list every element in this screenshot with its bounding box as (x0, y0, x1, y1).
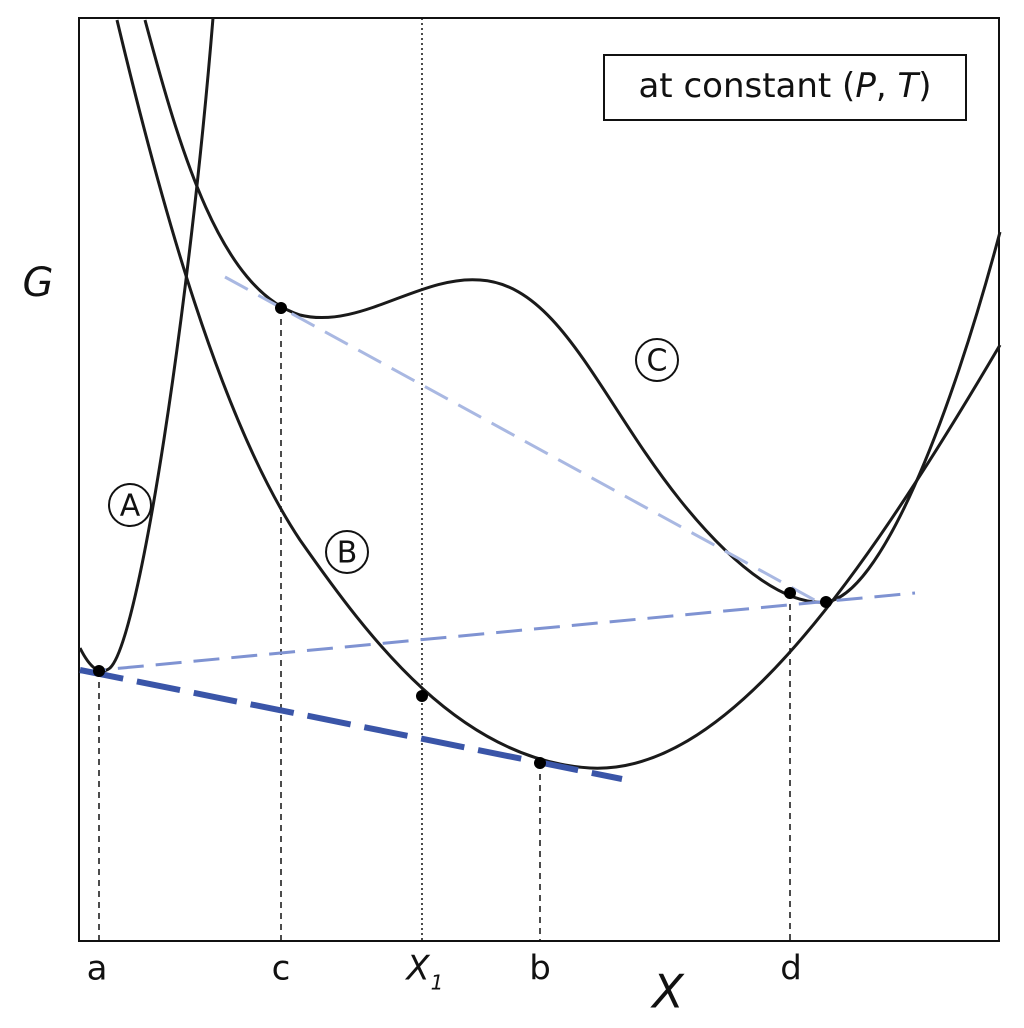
curve-labels: A B C (108, 338, 679, 574)
point (93, 665, 105, 677)
tangent-ad (79, 591, 916, 674)
tick-label: X (404, 949, 430, 989)
curve-c (143, 19, 1002, 604)
x-axis-label: X (650, 965, 685, 1019)
point (784, 587, 796, 599)
label-circle (635, 338, 679, 382)
legend-part: , (876, 66, 898, 106)
legend-box (603, 54, 967, 121)
curve-a (78, 17, 215, 673)
legend-text: at constant (P, T) (638, 66, 931, 106)
legend-part: P (855, 66, 876, 106)
points (93, 302, 832, 769)
legend-part: T (897, 66, 920, 106)
y-axis-label: G (23, 260, 54, 306)
point (820, 596, 832, 608)
tangent-c (224, 275, 821, 605)
point (275, 302, 287, 314)
curves (78, 17, 1002, 770)
curve-label: B (337, 536, 358, 571)
guides (98, 18, 791, 941)
point (416, 690, 428, 702)
tick-label: d (780, 949, 802, 989)
point (534, 757, 546, 769)
tick-label: b (529, 949, 551, 989)
label-circle (325, 530, 369, 574)
tick-label: c (272, 949, 291, 989)
tick-label: a (87, 949, 108, 989)
legend-part: ) (918, 66, 931, 106)
label-circle (108, 483, 152, 527)
frame (78, 17, 1000, 942)
legend-part: at constant ( (638, 66, 855, 106)
curve-label: C (647, 344, 668, 379)
curve-label: A (120, 489, 141, 524)
tangent-ab (79, 667, 623, 782)
tick-subscript: 1 (431, 971, 444, 995)
curve-b (115, 19, 1002, 770)
